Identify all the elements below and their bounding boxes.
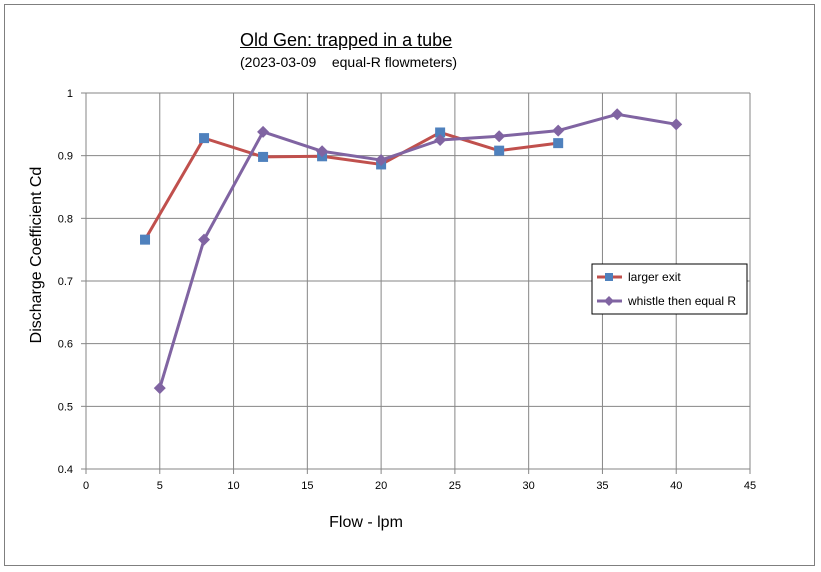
data-point-diamond — [375, 154, 388, 167]
legend-box — [591, 263, 748, 315]
series-0 — [140, 127, 564, 245]
data-point-square — [199, 133, 210, 144]
data-point-diamond — [604, 296, 614, 306]
data-point-square — [494, 145, 505, 156]
x-tick-label: 10 — [227, 480, 239, 492]
series-1 — [153, 108, 683, 395]
series-line — [158, 112, 677, 389]
x-tick-label: 35 — [596, 480, 608, 492]
data-point-diamond — [670, 118, 683, 131]
x-tick-label: 40 — [670, 480, 682, 492]
data-point-diamond — [316, 145, 329, 158]
data-point-square — [605, 273, 613, 281]
legend-item-0: larger exit — [597, 270, 681, 284]
y-tick-label: 0.4 — [58, 464, 73, 476]
x-tick-label: 45 — [744, 480, 756, 492]
data-point-square — [553, 138, 564, 149]
chart-title: Old Gen: trapped in a tube — [240, 30, 453, 50]
x-tick-label: 15 — [301, 480, 313, 492]
series-line — [143, 130, 559, 241]
x-tick-label: 25 — [449, 480, 461, 492]
data-point-square — [435, 127, 446, 138]
data-point-square — [258, 151, 269, 162]
legend: larger exit whistle then equal R — [591, 263, 748, 315]
data-point-diamond — [257, 125, 270, 138]
plot-area: 0 5 10 15 20 25 30 35 40 45 0.4 0.5 0.6 0.7 0.8 0.9 1 — [58, 88, 756, 492]
x-axis-title: Flow - lpm — [329, 514, 403, 531]
data-point-diamond — [611, 108, 624, 121]
legend-label: larger exit — [628, 270, 681, 284]
x-tick-label: 0 — [83, 480, 89, 492]
legend-item-1: whistle then equal R — [597, 294, 736, 308]
y-tick-label: 0.5 — [58, 401, 73, 413]
y-tick-label: 0.8 — [58, 213, 73, 225]
data-point-diamond — [198, 233, 211, 246]
data-point-diamond — [434, 134, 447, 146]
data-point-diamond — [153, 382, 166, 395]
y-axis-title: Discharge Coefficient Cd — [28, 167, 45, 344]
y-tick-label: 1 — [67, 88, 73, 100]
y-tick-label: 0.9 — [58, 151, 73, 163]
x-tick-label: 5 — [157, 480, 163, 492]
y-tick-label: 0.6 — [58, 339, 73, 351]
data-point-diamond — [552, 124, 565, 137]
legend-label: whistle then equal R — [627, 294, 736, 308]
data-point-square — [140, 234, 151, 245]
x-tick-label: 30 — [523, 480, 535, 492]
chart-subtitle: (2023-03-09 equal-R flowmeters) — [240, 54, 458, 70]
y-tick-label: 0.7 — [58, 276, 73, 288]
data-point-diamond — [493, 130, 506, 143]
x-tick-label: 20 — [375, 480, 387, 492]
